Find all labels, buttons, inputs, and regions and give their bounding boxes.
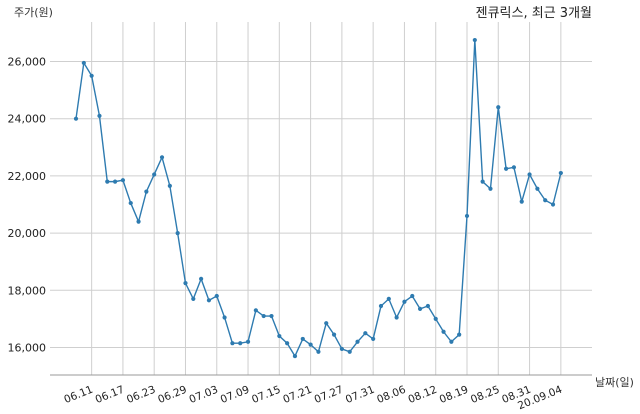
data-point [292, 353, 298, 359]
data-point [527, 172, 532, 177]
data-point [504, 166, 509, 171]
data-point [97, 113, 102, 118]
data-point [394, 315, 399, 320]
data-point [550, 202, 556, 207]
data-point [378, 303, 384, 309]
data-point [488, 186, 493, 191]
x-tick-label: 07.21 [281, 384, 313, 406]
data-point [331, 332, 337, 337]
data-point [261, 313, 266, 319]
y-tick-label: 26,000 [8, 56, 47, 69]
data-point [339, 346, 344, 352]
x-tick-label: 07.15 [250, 384, 282, 406]
x-tick-label: 07.31 [344, 384, 376, 406]
data-point [253, 308, 258, 313]
y-tick-label: 22,000 [8, 170, 47, 183]
x-tick-labels: 06.1106.1706.2306.2907.0307.0907.1507.21… [62, 384, 564, 413]
data-point [269, 313, 274, 319]
x-tick-label: 06.23 [125, 384, 157, 406]
y-tick-label: 18,000 [8, 284, 47, 297]
data-point [519, 199, 524, 204]
data-point [214, 293, 219, 299]
data-point [433, 316, 438, 321]
data-point [543, 198, 548, 203]
grid-layer [50, 22, 592, 375]
data-point [191, 296, 196, 301]
data-point [441, 329, 446, 334]
data-point [128, 200, 133, 206]
data-point [425, 303, 430, 309]
data-point [558, 170, 563, 176]
data-point [73, 116, 79, 121]
data-point [347, 349, 352, 354]
data-point [371, 336, 376, 342]
data-point [238, 341, 243, 346]
series-line [75, 40, 562, 358]
data-points [73, 37, 563, 359]
x-tick-label: 07.09 [219, 384, 251, 406]
chart-title: 젠큐릭스, 최근 3개월 [476, 6, 592, 21]
data-point [230, 341, 235, 346]
data-point [417, 306, 423, 311]
data-point [324, 321, 329, 326]
data-point [402, 299, 407, 304]
y-axis-label: 주가(원) [14, 6, 53, 19]
data-point [511, 165, 517, 170]
data-point [464, 213, 470, 219]
data-point [363, 331, 368, 336]
data-point [285, 341, 290, 346]
data-point [105, 179, 110, 184]
data-point [449, 339, 454, 344]
data-point [457, 332, 462, 337]
data-point [386, 296, 391, 301]
data-point [81, 60, 86, 66]
data-point [316, 349, 321, 354]
data-point [175, 231, 180, 236]
data-point [308, 342, 313, 347]
x-tick-label: 08.25 [469, 384, 501, 406]
x-axis-label: 날짜(일) [595, 375, 634, 389]
x-tick-label: 07.03 [188, 384, 220, 406]
data-point [245, 339, 251, 344]
y-tick-label: 24,000 [8, 113, 47, 126]
data-point [222, 315, 227, 320]
x-tick-label: 06.29 [156, 384, 188, 406]
data-point [300, 336, 305, 342]
data-point [535, 186, 540, 191]
data-point [144, 189, 149, 194]
data-point [159, 155, 165, 160]
data-point [277, 333, 282, 339]
x-tick-label: 08.12 [406, 384, 438, 406]
data-point [410, 293, 415, 299]
x-tick-label: 08.19 [438, 384, 470, 406]
data-point [183, 281, 188, 286]
x-tick-label: 06.11 [62, 384, 94, 406]
x-tick-label: 07.27 [313, 384, 345, 406]
data-point [480, 179, 485, 184]
data-point [136, 219, 141, 224]
data-point [120, 178, 126, 183]
data-point [152, 172, 157, 177]
data-point [496, 105, 501, 110]
data-point [355, 339, 360, 344]
x-tick-label: 08.06 [375, 384, 408, 407]
data-point [472, 37, 477, 43]
data-point [89, 73, 94, 78]
data-point [113, 179, 118, 184]
x-tick-label: 06.17 [94, 384, 126, 406]
data-point [199, 276, 204, 281]
data-point [206, 298, 212, 303]
y-tick-label: 16,000 [8, 342, 47, 355]
y-tick-label: 20,000 [8, 227, 47, 240]
y-tick-labels: 16,000 18,000 20,000 22,000 24,000 26,000 [8, 56, 47, 355]
data-point [167, 183, 172, 189]
